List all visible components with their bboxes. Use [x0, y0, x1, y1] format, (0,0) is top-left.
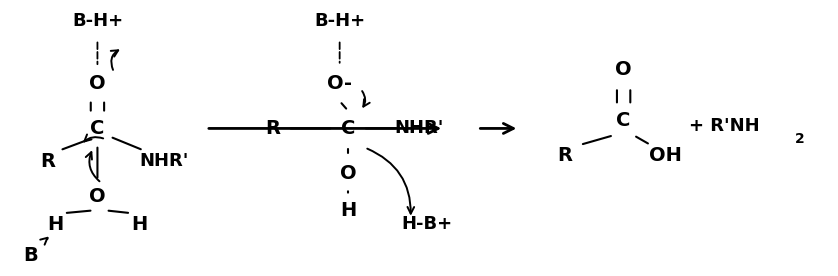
- Text: B-H+: B-H+: [314, 12, 365, 30]
- Text: R: R: [40, 152, 54, 171]
- Text: R: R: [266, 119, 281, 138]
- Text: O: O: [89, 74, 106, 93]
- Text: C: C: [617, 111, 631, 130]
- Text: NHR': NHR': [140, 152, 189, 170]
- Text: O: O: [615, 60, 632, 79]
- Text: O: O: [89, 187, 106, 206]
- Text: B: B: [23, 246, 38, 265]
- Text: NHR': NHR': [395, 120, 443, 137]
- Text: C: C: [91, 119, 105, 138]
- Text: O-: O-: [327, 74, 352, 93]
- Text: 2: 2: [795, 132, 804, 146]
- Text: + R'NH: + R'NH: [689, 117, 759, 135]
- Text: B-H+: B-H+: [72, 12, 123, 30]
- Text: O: O: [339, 164, 356, 183]
- Text: OH: OH: [649, 146, 682, 165]
- Text: H: H: [131, 214, 147, 233]
- Text: R: R: [557, 146, 572, 165]
- Text: C: C: [341, 119, 355, 138]
- Text: H-B+: H-B+: [401, 215, 453, 233]
- Text: H: H: [48, 214, 64, 233]
- Text: H: H: [340, 201, 356, 220]
